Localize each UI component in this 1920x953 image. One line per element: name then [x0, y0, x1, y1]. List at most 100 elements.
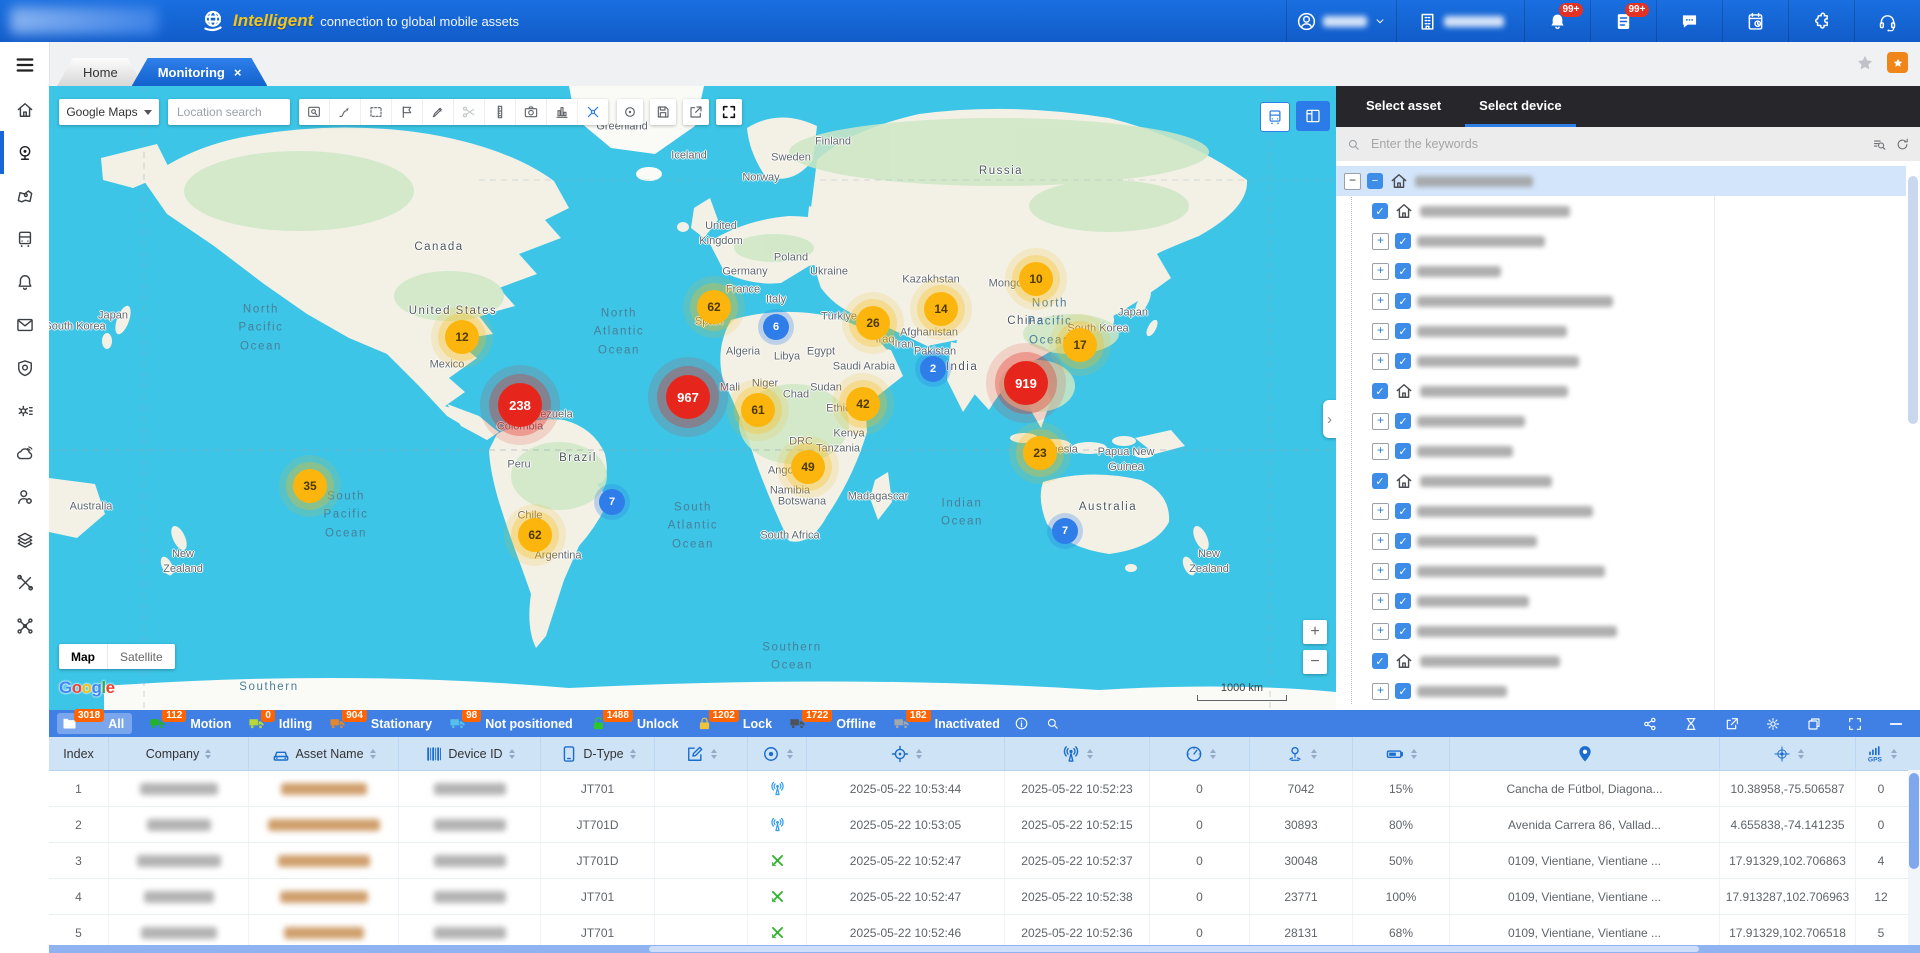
info-icon[interactable] — [1014, 716, 1029, 731]
tree-node[interactable]: −− — [1336, 166, 1906, 196]
sort-icon[interactable] — [630, 746, 636, 762]
col-company[interactable]: Company — [109, 737, 249, 770]
map-type-satellite[interactable]: Satellite — [107, 644, 175, 669]
cluster-marker[interactable]: 62 — [518, 518, 552, 552]
col-status[interactable] — [748, 737, 807, 770]
tree-node[interactable]: +✓ — [1336, 346, 1906, 376]
checkbox[interactable]: ✓ — [1395, 503, 1411, 519]
sidebar-item-vehicle[interactable] — [0, 217, 49, 260]
col-dtype[interactable]: D-Type — [541, 737, 655, 770]
sort-icon[interactable] — [1087, 746, 1093, 762]
toolbar-save-button[interactable] — [650, 99, 676, 125]
topbar-puzzle-button[interactable] — [1788, 0, 1854, 42]
sidebar-item-layers[interactable] — [0, 518, 49, 561]
sort-icon[interactable] — [205, 746, 211, 762]
gear-icon[interactable] — [1765, 716, 1781, 732]
sort-icon[interactable] — [1798, 746, 1804, 762]
sort-icon[interactable] — [787, 746, 793, 762]
search-icon[interactable] — [1045, 716, 1060, 731]
col-speed[interactable] — [1150, 737, 1250, 770]
user-menu[interactable] — [1286, 0, 1396, 42]
sidebar-item-iot[interactable] — [0, 432, 49, 475]
tree-scrollbar[interactable] — [1908, 176, 1918, 424]
cluster-marker[interactable]: 238 — [498, 383, 542, 427]
filter-motion[interactable]: 112Motion — [149, 715, 231, 732]
location-search-input[interactable] — [168, 99, 290, 125]
toolbar-flag-button[interactable] — [392, 99, 423, 125]
checkbox[interactable]: ✓ — [1395, 263, 1411, 279]
topbar-schedule-button[interactable] — [1722, 0, 1788, 42]
table-vscrollbar[interactable] — [1908, 770, 1920, 945]
sidebar-item-mail[interactable] — [0, 303, 49, 346]
cluster-marker[interactable]: 12 — [445, 320, 479, 354]
topbar-headset-button[interactable] — [1854, 0, 1920, 42]
cluster-marker[interactable]: 7 — [1052, 518, 1078, 544]
col-mileage[interactable] — [1250, 737, 1353, 770]
vscroll-thumb[interactable] — [1909, 773, 1919, 869]
sidebar-item-track[interactable] — [0, 174, 49, 217]
cluster-marker[interactable]: 61 — [741, 393, 775, 427]
sort-icon[interactable] — [711, 746, 717, 762]
topbar-message-button[interactable]: 99+ — [1590, 0, 1656, 42]
tree-node[interactable]: ✓ — [1336, 466, 1906, 496]
cluster-marker[interactable]: 35 — [293, 469, 327, 503]
hourglass-icon[interactable] — [1683, 716, 1699, 732]
filter-lock[interactable]: 1202Lock — [696, 715, 772, 732]
cluster-marker[interactable]: 14 — [924, 292, 958, 326]
expand-toggle[interactable]: + — [1372, 293, 1389, 310]
checkbox[interactable]: ✓ — [1372, 203, 1388, 219]
export-icon[interactable] — [1724, 716, 1740, 732]
tree-node[interactable]: +✓ — [1336, 256, 1906, 286]
table-row[interactable]: 4JT7012025-05-22 10:52:472025-05-22 10:5… — [49, 879, 1920, 915]
checkbox[interactable]: ✓ — [1372, 473, 1388, 489]
sort-icon[interactable] — [1411, 746, 1417, 762]
tree-node[interactable]: ✓ — [1336, 376, 1906, 406]
tree-node[interactable]: +✓ — [1336, 676, 1906, 706]
toolbar-boxzoom-button[interactable] — [299, 99, 330, 125]
cluster-marker[interactable]: 62 — [697, 290, 731, 324]
topbar-bell-button[interactable]: 99+ — [1524, 0, 1590, 42]
bookmark-icon[interactable] — [1887, 52, 1908, 73]
tree-node[interactable]: +✓ — [1336, 316, 1906, 346]
tree-node[interactable]: +✓ — [1336, 496, 1906, 526]
expand-toggle[interactable]: + — [1372, 353, 1389, 370]
share-icon[interactable] — [1642, 716, 1658, 732]
expand-toggle[interactable]: − — [1344, 173, 1361, 190]
topbar-building-button[interactable] — [1396, 0, 1524, 42]
asset-locate-button[interactable] — [1260, 102, 1290, 132]
tab-select-device[interactable]: Select device — [1465, 86, 1575, 127]
map-provider-select[interactable]: Google Maps — [59, 99, 159, 125]
table-row[interactable]: 2JT701D2025-05-22 10:53:052025-05-22 10:… — [49, 807, 1920, 843]
cluster-marker[interactable]: 26 — [856, 306, 890, 340]
refresh-icon[interactable] — [1895, 137, 1910, 152]
expand-toggle[interactable]: + — [1372, 413, 1389, 430]
cluster-marker[interactable]: 919 — [1004, 361, 1048, 405]
filter-unlock[interactable]: 1488Unlock — [590, 715, 679, 732]
tab-home[interactable]: Home — [57, 58, 144, 86]
expand-toggle[interactable]: + — [1372, 623, 1389, 640]
checkbox[interactable]: ✓ — [1395, 593, 1411, 609]
cluster-marker[interactable]: 10 — [1019, 262, 1053, 296]
keyword-input[interactable] — [1369, 136, 1864, 152]
checkbox[interactable]: ✓ — [1395, 353, 1411, 369]
toolbar-chart-button[interactable] — [547, 99, 578, 125]
toolbar-external-button[interactable] — [683, 99, 709, 125]
sort-icon[interactable] — [1891, 746, 1897, 762]
sidebar-item-menu[interactable] — [0, 42, 49, 88]
col-gps[interactable] — [1856, 737, 1906, 770]
topbar-chat-button[interactable] — [1656, 0, 1722, 42]
hscroll-thumb[interactable] — [649, 946, 1699, 952]
minus-icon[interactable] — [1888, 716, 1904, 732]
toolbar-cut-button[interactable] — [454, 99, 485, 125]
cluster-marker[interactable]: 967 — [666, 375, 710, 419]
filter-not-positioned[interactable]: 98Not positioned — [449, 715, 573, 732]
map-type-map[interactable]: Map — [59, 644, 107, 669]
tree-node[interactable]: +✓ — [1336, 406, 1906, 436]
tree-node[interactable]: +✓ — [1336, 616, 1906, 646]
table-row[interactable]: 3JT701D2025-05-22 10:52:472025-05-22 10:… — [49, 843, 1920, 879]
checkbox[interactable]: ✓ — [1395, 533, 1411, 549]
expand-toggle[interactable]: + — [1372, 263, 1389, 280]
sort-icon[interactable] — [1210, 746, 1216, 762]
sort-icon[interactable] — [1311, 746, 1317, 762]
cluster-marker[interactable]: 6 — [763, 314, 789, 340]
